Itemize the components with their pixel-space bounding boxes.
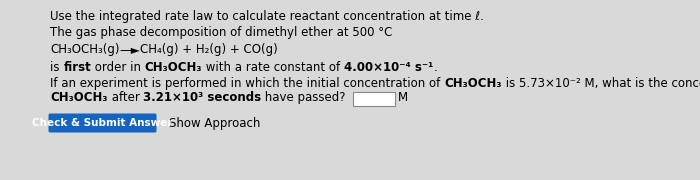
Text: with a rate constant of: with a rate constant of xyxy=(202,61,344,74)
Text: Show Approach: Show Approach xyxy=(169,116,260,129)
Text: CH₃OCH₃: CH₃OCH₃ xyxy=(50,91,108,104)
Text: first: first xyxy=(63,61,91,74)
Text: have passed?: have passed? xyxy=(261,91,354,104)
FancyBboxPatch shape xyxy=(48,114,157,132)
Text: M: M xyxy=(398,91,408,104)
Text: CH₄(g) + H₂(g) + CO(g): CH₄(g) + H₂(g) + CO(g) xyxy=(140,43,278,56)
Text: CH₃OCH₃: CH₃OCH₃ xyxy=(444,77,501,90)
Text: .: . xyxy=(433,61,437,74)
Text: 4.00×10⁻⁴ s⁻¹: 4.00×10⁻⁴ s⁻¹ xyxy=(344,61,433,74)
Text: is: is xyxy=(50,61,63,74)
Text: 3.21×10³ seconds: 3.21×10³ seconds xyxy=(143,91,261,104)
Text: Check & Submit Answer: Check & Submit Answer xyxy=(32,118,173,128)
Text: The gas phase decomposition of dimethyl ether at 500 °C: The gas phase decomposition of dimethyl … xyxy=(50,26,393,39)
Bar xyxy=(354,92,395,106)
Text: Use the integrated rate law to calculate reactant concentration at time ℓ.: Use the integrated rate law to calculate… xyxy=(50,10,484,23)
Text: order in: order in xyxy=(91,61,145,74)
Text: after: after xyxy=(108,91,143,104)
Text: CH₃OCH₃: CH₃OCH₃ xyxy=(145,61,202,74)
Text: CH₃OCH₃(g): CH₃OCH₃(g) xyxy=(50,43,120,56)
Text: If an experiment is performed in which the initial concentration of: If an experiment is performed in which t… xyxy=(50,77,444,90)
Text: —►: —► xyxy=(120,43,140,56)
Text: is 5.73×10⁻² M, what is the concentration of: is 5.73×10⁻² M, what is the concentratio… xyxy=(501,77,700,90)
